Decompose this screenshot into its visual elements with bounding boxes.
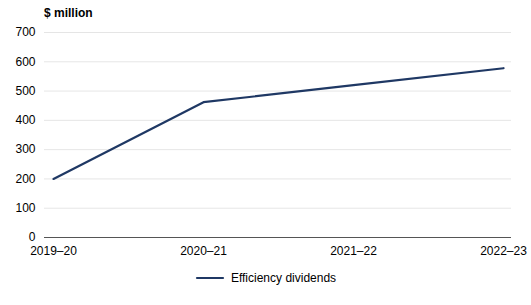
svg-text:2022–23: 2022–23 (480, 244, 527, 258)
svg-text:300: 300 (15, 142, 35, 156)
svg-text:700: 700 (15, 25, 35, 39)
svg-text:200: 200 (15, 172, 35, 186)
svg-text:500: 500 (15, 84, 35, 98)
html-text:$ million: $ million (44, 6, 93, 20)
svg-text:2020–21: 2020–21 (180, 244, 227, 258)
html-text:Efficiency dividends: Efficiency dividends (230, 271, 337, 285)
svg-text:0: 0 (29, 230, 36, 244)
svg-text:400: 400 (15, 113, 35, 127)
svg-text:2021–22: 2021–22 (330, 244, 377, 258)
svg-text:600: 600 (15, 55, 35, 69)
svg-text:100: 100 (15, 201, 35, 215)
svg-text:2019–20: 2019–20 (30, 244, 77, 258)
